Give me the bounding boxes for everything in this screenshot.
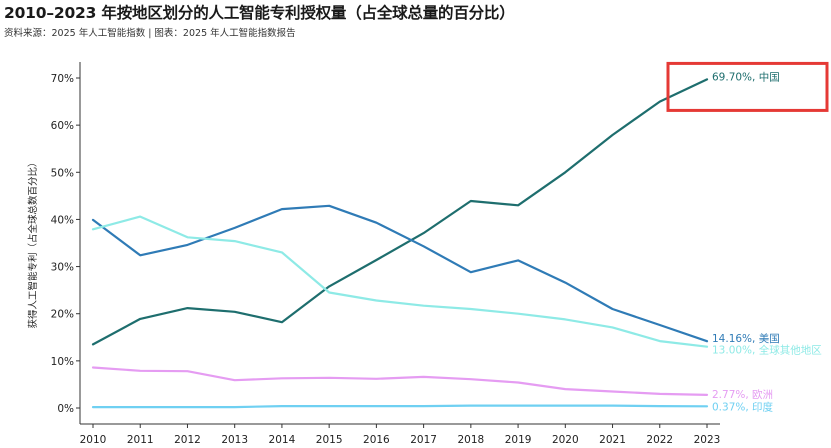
x-tick-label: 2018 [457,434,484,446]
y-tick-label: 10% [51,356,74,368]
y-tick-label: 60% [51,120,74,132]
chart-axes: 0% 10% 20% 30% 40% 50% 60% 70% 2010 2011 2012 2013 2… [27,62,720,446]
chart-series-lines [91,78,709,409]
chart-highlight [666,61,829,112]
series-line-印度 [91,404,709,409]
x-tick-label: 2011 [127,434,154,446]
x-tick-label: 2015 [316,434,343,446]
chart-title: 2010–2023 年按地区划分的人工智能专利授权量（占全球总量的百分比） [4,4,515,22]
x-tick-label: 2012 [174,434,201,446]
y-tick-label: 30% [51,262,74,274]
x-tick-label: 2017 [410,434,437,446]
y-tick-label: 0% [57,403,74,415]
series-line-欧洲 [91,366,709,396]
y-tick-label: 50% [51,167,74,179]
x-tick-label: 2010 [80,434,107,446]
x-tick-label: 2016 [363,434,390,446]
series-end-label: 2.77%, 欧洲 [712,389,773,401]
y-tick-label: 40% [51,214,74,226]
series-line-美国 [91,204,709,343]
y-tick-label: 20% [51,309,74,321]
x-tick-label: 2019 [505,434,532,446]
series-end-label: 0.37%, 印度 [712,400,774,413]
highlight-box [666,61,829,112]
y-axis-label: 获得人工智能专利（占全球总数百分比） [27,157,39,328]
y-tick-label: 70% [51,73,74,85]
x-tick-label: 2020 [552,434,579,446]
x-tick-label: 2023 [694,434,721,446]
chart-source: 资料来源：2025 年人工智能指数 | 图表：2025 年人工智能指数报告 [4,28,296,39]
series-line-全球其他地区 [91,215,709,348]
x-tick-label: 2021 [599,434,626,446]
series-end-label: 13.00%, 全球其他地区 [712,344,822,357]
series-line-中国 [91,78,709,346]
series-end-label: 69.70%, 中国 [712,70,780,83]
series-end-label: 14.16%, 美国 [712,332,780,345]
x-tick-label: 2022 [646,434,673,446]
x-tick-label: 2014 [269,434,296,446]
x-tick-label: 2013 [221,434,248,446]
